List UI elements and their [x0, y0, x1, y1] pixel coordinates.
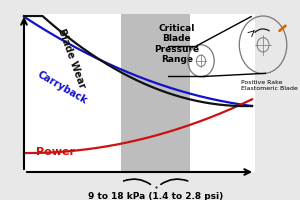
Bar	[121, 14, 190, 172]
Text: Blade Wear: Blade Wear	[57, 27, 87, 89]
Text: Critical
Blade
Pressure
Range: Critical Blade Pressure Range	[154, 24, 199, 64]
Text: Power: Power	[36, 147, 75, 157]
Bar	[24, 14, 255, 172]
Text: Positive Rake
Elastomeric Blade: Positive Rake Elastomeric Blade	[241, 80, 297, 91]
Text: Carryback: Carryback	[36, 70, 89, 106]
Text: 9 to 18 kPa (1.4 to 2.8 psi): 9 to 18 kPa (1.4 to 2.8 psi)	[88, 192, 223, 200]
